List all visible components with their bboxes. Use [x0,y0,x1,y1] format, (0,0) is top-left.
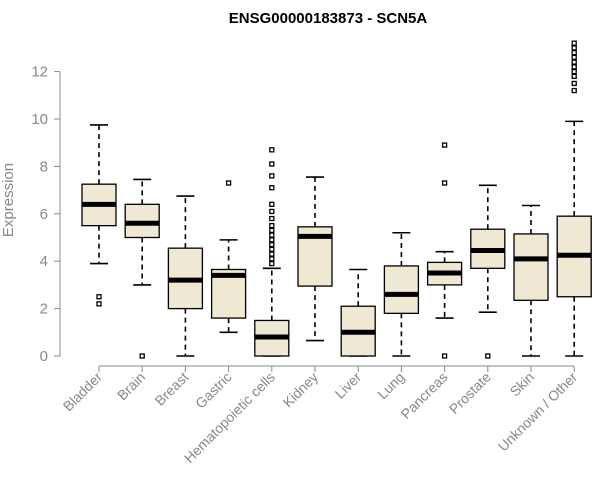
box-group-11 [556,40,592,357]
x-tick-label-10: Skin [507,369,538,400]
y-tick-label-0: 0 [40,348,48,365]
x-tick-label-2: Breast [152,369,192,409]
outlier-4-6 [269,232,275,238]
box-group-9 [470,184,506,359]
y-tick-label-4: 8 [40,158,48,175]
outlier-8-1 [441,180,448,186]
outlier-9-0 [485,353,491,359]
outlier-11-3 [571,68,577,75]
outlier-8-2 [441,142,448,148]
outlier-0-1 [96,294,102,300]
outlier-11-5 [571,59,577,65]
box-group-0 [81,124,117,307]
x-tick-label-6: Liver [332,369,365,402]
outlier-4-4 [269,241,275,248]
outlier-4-8 [269,222,275,229]
box-group-2 [167,195,204,357]
outlier-4-9 [269,215,275,222]
outlier-11-2 [571,73,577,79]
outlier-4-1 [269,256,275,262]
outlier-8-0 [441,353,448,359]
box-group-1 [124,178,160,359]
y-tick-label-5: 10 [31,111,48,128]
outlier-4-3 [269,246,275,253]
outlier-4-2 [269,251,275,257]
x-tick-label-5: Kidney [280,369,322,411]
x-tick-label-11: Unknown / Other [495,369,581,455]
x-tick-label-1: Brain [114,369,148,403]
x-tick-label-7: Lung [374,369,407,402]
box-group-4 [254,147,290,357]
outlier-1-0 [139,353,145,359]
outlier-11-1 [571,80,577,87]
box-group-5 [297,176,333,342]
outlier-11-9 [571,40,577,46]
outlier-4-12 [269,185,275,191]
box-7 [383,265,420,314]
outlier-4-7 [269,227,275,234]
outlier-4-15 [269,147,275,153]
outlier-4-5 [269,237,275,243]
outlier-11-7 [571,49,577,56]
box-group-3 [210,180,247,334]
outlier-4-13 [269,173,275,179]
outlier-11-4 [571,64,577,70]
outlier-11-8 [571,45,577,51]
outlier-4-0 [269,260,275,267]
chart-title: ENSG00000183873 - SCN5A [229,10,428,27]
x-tick-label-0: Bladder [60,369,106,415]
outlier-3-0 [225,180,232,186]
outlier-0-0 [96,301,102,307]
box-10 [513,233,549,301]
y-tick-label-3: 6 [40,206,48,223]
x-tick-label-9: Prostate [446,369,494,417]
x-tick-label-3: Gastric [192,369,235,412]
y-tick-label-1: 2 [40,301,48,318]
box-group-10 [513,204,549,357]
box-group-8 [426,142,463,359]
outlier-11-0 [571,87,577,94]
box-group-6 [340,268,376,357]
y-axis: 0 2 4 6 8 10 12 [31,64,61,365]
outlier-4-14 [269,161,275,167]
boxes [81,40,592,359]
x-tick-label-8: Pancreas [398,369,451,422]
outlier-11-6 [571,54,577,61]
outlier-4-10 [269,208,275,215]
y-tick-label-2: 4 [40,253,48,270]
y-tick-label-6: 12 [31,64,48,81]
outlier-4-11 [269,201,275,207]
y-axis-label: Expression [0,163,17,237]
box-group-7 [383,231,420,357]
